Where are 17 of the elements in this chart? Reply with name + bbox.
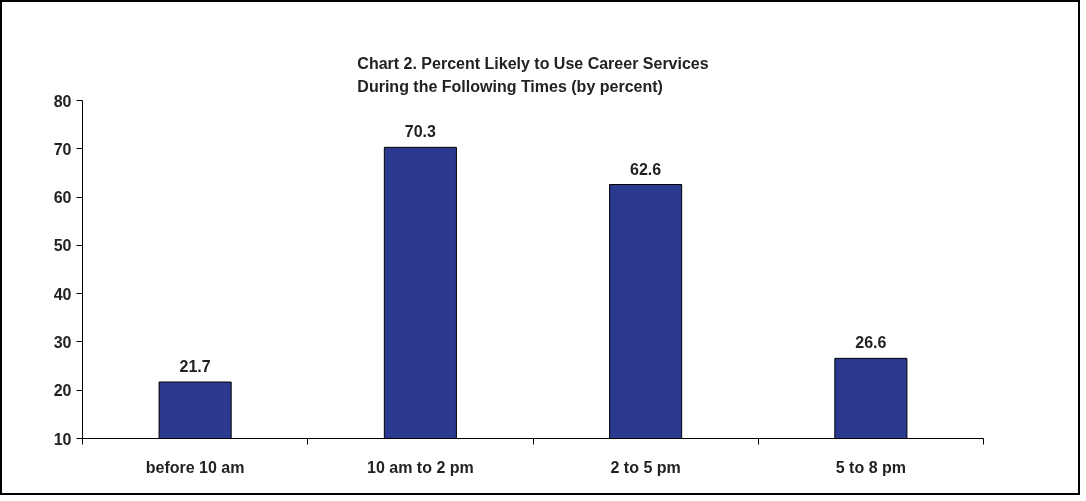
data-label: 70.3 [404,123,437,141]
x-tick-label: before 10 am [145,458,245,476]
chart-title: Chart 2. Percent Likely to Use Career Services During the Following Times (by percent) [357,54,709,96]
data-label: 26.6 [855,334,887,352]
y-tick-label: 40 [53,285,72,303]
data-label: 62.6 [630,160,662,178]
y-tick-label: 80 [53,92,72,110]
y-tick-label: 20 [53,382,72,400]
x-tick-label: 2 to 5 pm [610,458,681,476]
y-tick-label: 30 [53,333,72,351]
y-tick-label: 50 [53,237,72,255]
y-tick-label: 60 [53,189,72,207]
data-label: 21.7 [179,358,211,376]
x-tick-label: 10 am to 2 pm [367,458,474,476]
y-tick-label: 10 [53,430,72,448]
x-tick-label: 5 to 8 pm [835,458,906,476]
y-tick-label: 70 [53,140,72,158]
